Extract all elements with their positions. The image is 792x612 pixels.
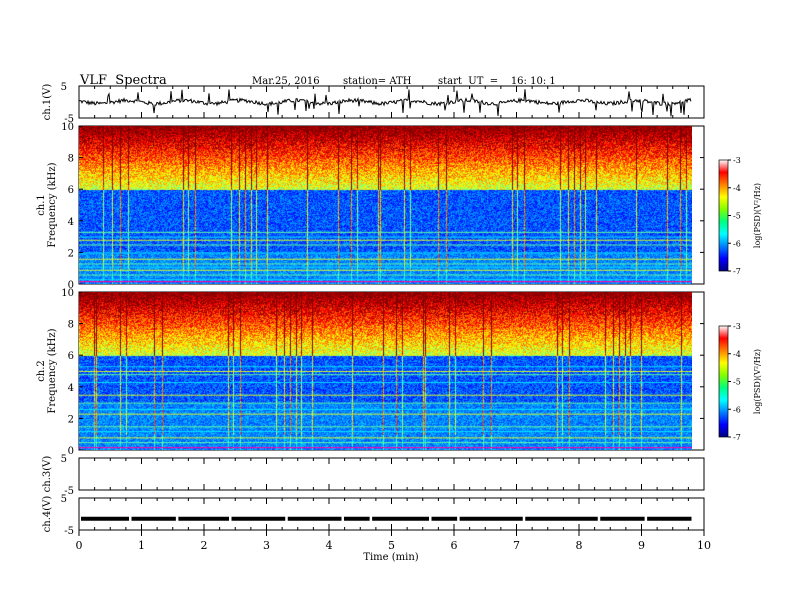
waveform-gap [457, 515, 460, 522]
xtick-label: 0 [76, 539, 83, 552]
chart-title: VLF Spectra [80, 73, 167, 88]
ytick-label-ch1-spec: 6 [68, 185, 74, 196]
date-label: Mar.25, 2016 [252, 76, 320, 87]
ylabel-ch3-wave: ch.3(V) [42, 456, 53, 493]
waveform-gap [129, 515, 132, 522]
xtick-label: 1 [138, 539, 145, 552]
ytick-label-ch2-spec: 6 [68, 351, 74, 362]
ytick-label-ch1-spec: 8 [68, 154, 74, 165]
xtick-label: 5 [388, 539, 395, 552]
ytick-label-ch3-wave: 5 [61, 454, 67, 465]
colorbar-tick-label: -4 [733, 350, 741, 359]
waveform-ch1-wave [78, 89, 692, 117]
ytick-label-ch2-spec: 0 [68, 446, 74, 457]
waveform-gap [369, 515, 373, 522]
waveform-gap [644, 515, 648, 522]
colorbar-tick-label: -4 [733, 184, 741, 193]
colorbar-label: log(PSD)(V²/Hz) [753, 349, 762, 414]
xtick-label: 7 [513, 539, 520, 552]
ytick-label-ch1-spec: 2 [68, 248, 74, 259]
ytick-label-ch3-wave: -5 [64, 486, 74, 497]
ylabel-ch1-spec: Frequency (kHz) [47, 162, 58, 247]
ylabel-channel-ch2-spec: ch.2 [36, 360, 47, 382]
colorbar-tick-label: -3 [733, 322, 741, 331]
ytick-label-ch1-spec: 10 [61, 122, 74, 133]
ytick-label-ch2-spec: 8 [68, 320, 74, 331]
waveform-gap [597, 515, 601, 522]
colorbar-tick-label: -6 [733, 239, 741, 248]
colorbar-tick-label: -5 [733, 378, 741, 387]
ytick-label-ch1-spec: 0 [68, 280, 74, 291]
waveform-gap [341, 515, 344, 522]
ytick-label-ch4-wave: 5 [61, 494, 67, 505]
colorbar-tick-label: -3 [733, 156, 741, 165]
colorbar-tick-label: -5 [733, 212, 741, 221]
xtick-label: 9 [638, 539, 645, 552]
xtick-label: 4 [326, 539, 333, 552]
ylabel-ch2-spec: Frequency (kHz) [47, 328, 58, 413]
xtick-label: 10 [697, 539, 711, 552]
xtick-label: 3 [263, 539, 270, 552]
ytick-label-ch1-wave: 5 [61, 82, 67, 93]
station-label: station= ATH [343, 76, 412, 87]
ytick-label-ch1-wave: -5 [64, 114, 74, 125]
xtick-label: 8 [576, 539, 583, 552]
colorbar-label: log(PSD)(V²/Hz) [753, 183, 762, 248]
waveform-gap [229, 515, 232, 522]
colorbar-tick-label: -7 [733, 433, 741, 442]
waveform-gap [285, 515, 288, 522]
xtick-label: 2 [201, 539, 208, 552]
colorbar-1 [718, 159, 729, 272]
ylabel-channel-ch1-spec: ch.1 [36, 194, 47, 216]
waveform-gap [522, 515, 526, 522]
x-axis-label: Time (min) [363, 552, 418, 563]
ytick-label-ch1-spec: 4 [68, 217, 74, 228]
ytick-label-ch4-wave: -5 [64, 526, 74, 537]
xtick-label: 6 [451, 539, 458, 552]
ytick-label-ch2-spec: 4 [68, 383, 74, 394]
colorbar-tick-label: -6 [733, 405, 741, 414]
waveform-gap [175, 515, 179, 522]
colorbar-2 [718, 325, 729, 438]
waveform-gap [429, 515, 432, 522]
ylabel-ch1-wave: ch.1(V) [42, 84, 53, 121]
ylabel-ch4-wave: ch.4(V) [42, 496, 53, 533]
colorbar-tick-label: -7 [733, 267, 741, 276]
start-time-label: start UT = 16: 10: 1 [438, 76, 556, 87]
ytick-label-ch2-spec: 2 [68, 414, 74, 425]
spectrogram-ch2-spec [79, 292, 692, 450]
ytick-label-ch2-spec: 10 [61, 288, 74, 299]
spectrogram-ch1-spec [79, 126, 692, 284]
